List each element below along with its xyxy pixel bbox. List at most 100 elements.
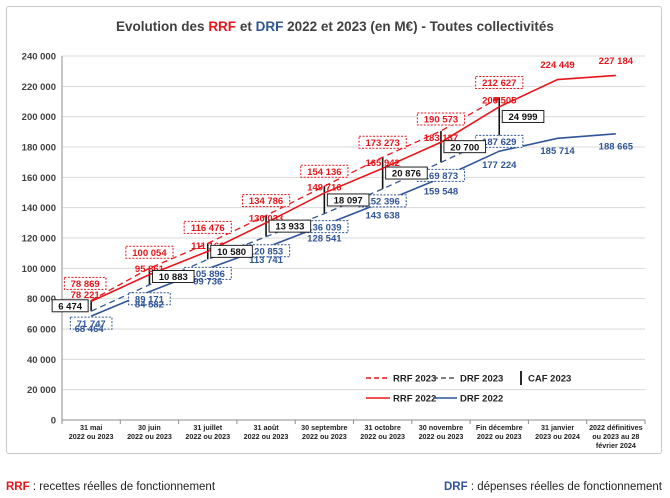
chart-frame bbox=[6, 6, 662, 454]
caf-2023-label: 20 700 bbox=[450, 142, 479, 153]
y-tick-label: 140 000 bbox=[22, 203, 56, 214]
rrf-2023-label-box bbox=[416, 112, 466, 126]
y-tick-label: 180 000 bbox=[22, 143, 56, 154]
caf-2023-label-box bbox=[385, 166, 428, 180]
caf-2023-label: 6 474 bbox=[58, 301, 82, 312]
drf-2023-label: 152 396 bbox=[365, 196, 399, 207]
rrf-2022-label: 224 449 bbox=[540, 60, 574, 71]
drf-2023-label-box bbox=[128, 292, 171, 306]
chart-title: Evolution des RRF et DRF 2022 et 2023 (e… bbox=[116, 19, 554, 34]
x-tick-label: 2023 ou 2024 bbox=[535, 432, 580, 441]
caf-2023-label-box bbox=[210, 244, 253, 258]
rrf-2023-label: 116 476 bbox=[191, 223, 225, 234]
y-tick-label: 160 000 bbox=[22, 173, 56, 184]
y-tick-label: 20 000 bbox=[27, 385, 56, 396]
rrf-2023-label-box bbox=[300, 164, 349, 178]
x-tick-label: 2022 ou 2023 bbox=[419, 432, 464, 441]
x-tick-label: 31 octobre bbox=[364, 423, 400, 432]
caf-2023-label-box bbox=[443, 140, 487, 154]
rrf-2023-label: 134 786 bbox=[249, 196, 283, 207]
series-line-drf-2022 bbox=[90, 133, 616, 317]
drf-2023-label: 187 629 bbox=[482, 137, 516, 148]
drf-2023-label: 136 039 bbox=[307, 222, 341, 233]
title-suffix: 2022 et 2023 (en M€) - Toutes collectivi… bbox=[283, 19, 554, 34]
caf-2023-label: 18 097 bbox=[334, 196, 363, 207]
caf-2023-label: 24 999 bbox=[509, 112, 538, 123]
rrf-2023-label-box bbox=[63, 276, 107, 290]
footnote-drf-abbr: DRF bbox=[444, 481, 468, 493]
footnote-rrf: RRF : recettes réelles de fonctionnement bbox=[6, 481, 215, 493]
data-labels: 78 869 100 054 116 476 134 786 154 136 173 27… bbox=[51, 56, 634, 335]
rrf-2023-label: 100 054 bbox=[132, 248, 167, 259]
x-tick-label: 30 novembre bbox=[419, 423, 463, 432]
drf-2022-label: 113 741 bbox=[249, 255, 284, 266]
rrf-2022-label: 227 184 bbox=[599, 56, 634, 67]
drf-2022-label: 84 582 bbox=[135, 299, 164, 310]
drf-2022-label: 143 638 bbox=[365, 211, 399, 222]
x-tick-label: 2022 ou 2023 bbox=[127, 432, 172, 441]
x-tick-label: 2022 ou 2023 bbox=[244, 432, 289, 441]
caf-2023-label-box bbox=[151, 270, 195, 284]
x-tick-label: 2022 ou 2023 bbox=[185, 432, 230, 441]
rrf-2023-label: 173 273 bbox=[365, 138, 399, 149]
y-tick-label: 60 000 bbox=[27, 325, 56, 336]
rrf-2022-label: 111 162 bbox=[191, 241, 224, 252]
x-tick-label: 31 août bbox=[253, 423, 279, 432]
rrf-2023-label-box bbox=[183, 220, 232, 234]
drf-2022-label: 68 464 bbox=[75, 324, 105, 335]
drf-2022-label: 159 548 bbox=[424, 187, 458, 198]
y-tick-label: 240 000 bbox=[22, 52, 56, 63]
rrf-2022-label: 149 716 bbox=[307, 183, 341, 194]
drf-2023-label: 89 171 bbox=[135, 294, 165, 305]
rrf-2023-label: 190 573 bbox=[424, 115, 458, 126]
drf-2023-label-box bbox=[69, 316, 113, 330]
caf-2023-label: 20 876 bbox=[392, 169, 421, 180]
y-tick-label: 200 000 bbox=[22, 112, 56, 123]
drf-2022-label: 185 714 bbox=[540, 146, 575, 157]
drf-2023-label: 71 747 bbox=[77, 319, 106, 330]
legend-label-rrf-2023: RRF 2023 bbox=[393, 374, 436, 385]
caf-2023-label-box bbox=[501, 109, 545, 123]
y-tick-label: 0 bbox=[51, 416, 56, 427]
drf-2023-label: 120 853 bbox=[249, 246, 283, 257]
x-tick-label: 31 janvier bbox=[541, 423, 574, 432]
drf-2022-label: 188 665 bbox=[599, 141, 634, 152]
x-tick-label: 2022 définitives bbox=[589, 423, 643, 432]
y-tick-label: 80 000 bbox=[27, 294, 56, 305]
title-drf: DRF bbox=[256, 19, 284, 34]
rrf-2022-label: 130 033 bbox=[249, 213, 283, 224]
rrf-2023-label-box bbox=[358, 135, 407, 149]
gridlines bbox=[62, 55, 645, 421]
rrf-2022-label: 78 221 bbox=[71, 290, 101, 301]
caf-2023-label-box bbox=[51, 299, 89, 313]
rrf-2023-label: 154 136 bbox=[307, 167, 341, 178]
footnote-drf-text: : dépenses réelles de fonctionnement bbox=[467, 481, 662, 493]
caf-bars bbox=[90, 97, 501, 312]
legend-label-rrf-2022: RRF 2022 bbox=[393, 394, 436, 405]
x-tick-label: 31 mai bbox=[80, 423, 102, 432]
x-tick-label: 2022 ou 2023 bbox=[302, 432, 347, 441]
x-tick-label: ou 2023 au 28 bbox=[592, 432, 639, 441]
rrf-2023-label-box bbox=[241, 194, 291, 208]
legend-label-drf-2023: DRF 2023 bbox=[460, 374, 503, 385]
legend-label-caf-2023: CAF 2023 bbox=[528, 374, 571, 385]
drf-2022-label: 177 224 bbox=[482, 160, 517, 171]
drf-2022-label: 99 736 bbox=[193, 276, 222, 287]
rrf-2022-label: 95 861 bbox=[135, 264, 165, 275]
caf-2023-label: 13 933 bbox=[275, 222, 304, 233]
y-tick-label: 100 000 bbox=[22, 264, 56, 275]
series-line-rrf-2022 bbox=[90, 74, 616, 303]
caf-2023-label-box bbox=[326, 193, 370, 207]
title-prefix: Evolution des bbox=[116, 19, 208, 34]
caf-2023-label: 10 883 bbox=[159, 272, 188, 283]
drf-2022-label: 128 541 bbox=[307, 234, 342, 245]
footnote-rrf-text: : recettes réelles de fonctionnement bbox=[29, 481, 216, 493]
rrf-2023-label: 78 869 bbox=[71, 279, 100, 290]
x-tick-label: 31 juillet bbox=[193, 423, 222, 432]
rrf-2022-label: 183 137 bbox=[424, 133, 458, 144]
rrf-2023-label: 212 627 bbox=[482, 78, 516, 89]
rrf-2023-label-box bbox=[475, 76, 524, 90]
x-tick-label: Fin décembre bbox=[476, 423, 523, 432]
